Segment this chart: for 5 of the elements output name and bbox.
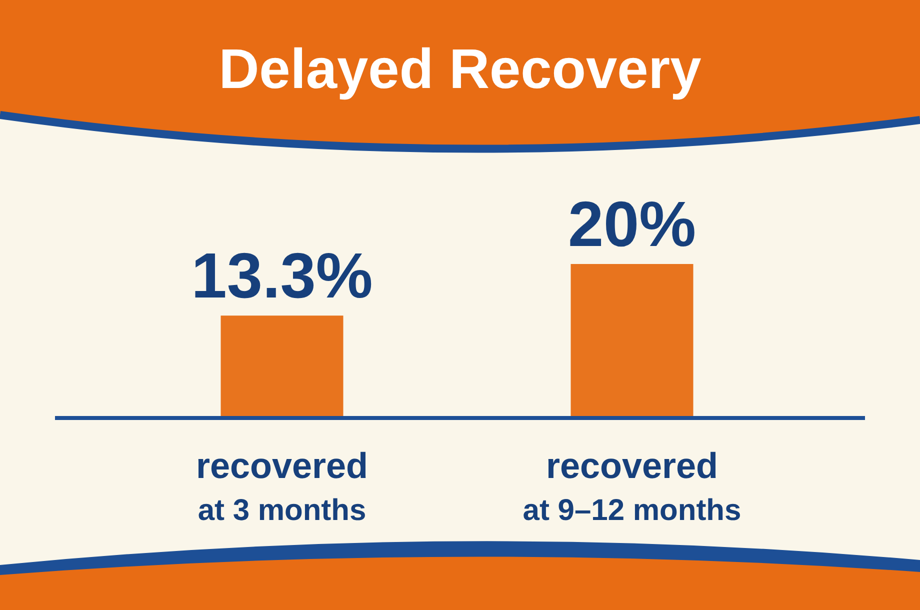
- x-tick-label: recovered at 9–12 months: [522, 445, 742, 527]
- x-tick-label: recovered at 3 months: [196, 445, 368, 527]
- data-label: 13.3%: [191, 240, 373, 312]
- data-label: 20%: [568, 188, 696, 260]
- chart-title: Delayed Recovery: [218, 37, 702, 100]
